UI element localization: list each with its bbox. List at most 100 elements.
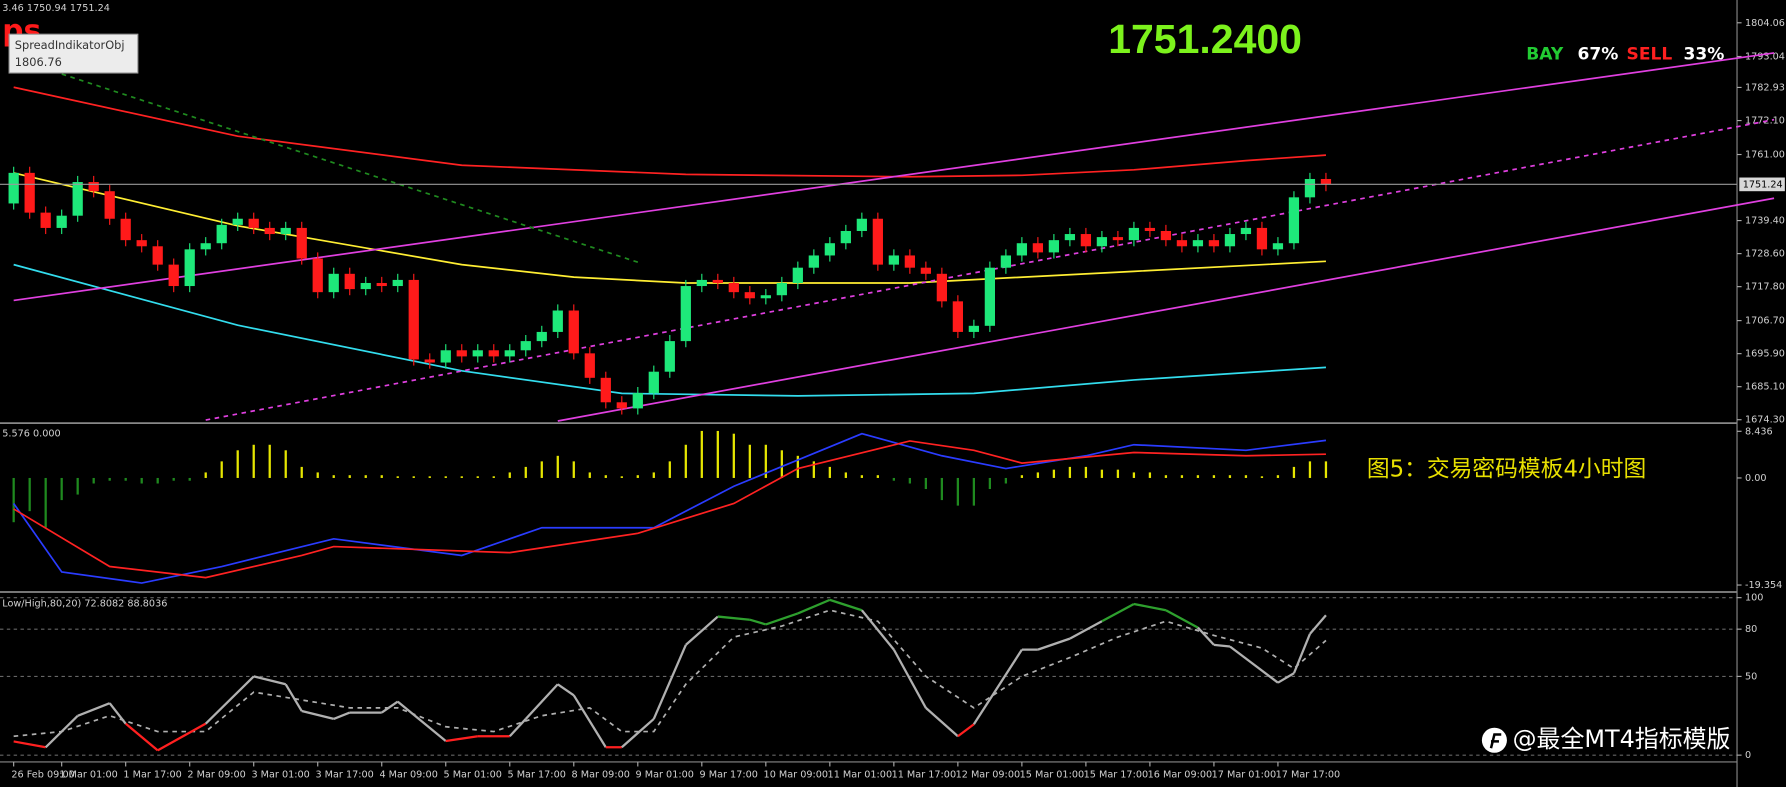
candle-body [328,273,339,293]
x-tick-label: 16 Mar 09:00 [1148,769,1213,780]
candle-body [472,350,483,357]
candle-body [648,371,659,394]
candle-body [1144,227,1156,231]
candle-body [504,350,515,357]
candle-body [1208,240,1220,247]
candle-body [712,279,723,283]
x-tick-label: 8 Mar 09:00 [572,769,630,780]
candle-body [1192,240,1204,247]
candle-body [952,301,963,332]
candle-body [888,255,899,265]
stochastic-segment [957,723,975,738]
candle-body [792,267,803,283]
x-tick-label: 9 Mar 17:00 [700,769,758,780]
x-tick-label: 9 Mar 01:00 [636,769,694,780]
stochastic-segment [1069,620,1103,640]
candle-body [1112,237,1124,241]
x-tick-label: 4 Mar 09:00 [379,769,437,780]
tooltip-box [8,33,139,74]
candle-body [552,310,563,332]
x-tick-label: 15 Mar 01:00 [1020,769,1085,780]
candle-body [1256,227,1268,250]
candle-body [1320,178,1332,185]
candle-body [184,249,195,287]
stochastic-segment [621,718,655,749]
y-tick-label: 1761.00 [1745,150,1785,161]
x-tick-label: 1 Mar 01:00 [59,769,117,780]
candle-body [1096,237,1108,247]
stochastic-segment [1165,609,1199,629]
oscillator-line [13,440,1326,579]
candle-body [696,279,707,287]
candle-body [296,227,307,259]
current-price-box [1739,177,1785,192]
stochastic-segment [397,700,447,742]
x-tick-label: 3 Mar 01:00 [251,769,309,780]
candle-body [56,215,67,228]
candle-body [136,240,147,247]
x-tick-label: 2 Mar 09:00 [187,769,245,780]
stochastic-segment [1309,614,1327,635]
x-tick-label: 5 Mar 01:00 [443,769,501,780]
y-tick-label: 50 [1745,671,1757,682]
candle-body [424,359,435,363]
x-tick-label: 11 Mar 17:00 [892,769,957,780]
stochastic-segment [445,735,478,743]
candle-body [104,191,115,219]
candle-body [872,218,883,265]
candle-body [152,246,163,265]
x-tick-label: 10 Mar 09:00 [764,769,829,780]
candle-body [8,172,19,204]
candle-body [520,341,531,351]
price-display: 1751.2400 [1108,16,1302,62]
candle-body [216,224,227,244]
stochastic-segment [524,683,559,720]
y-tick-label: 1793.04 [1745,51,1785,62]
stochastic-segment [253,675,286,686]
stochastic-segment [77,702,111,717]
candle-body [88,182,99,192]
stochastic-segment [301,709,335,721]
y-tick-label: 0 [1745,750,1751,761]
indicator-line [557,197,1775,422]
y-tick-label: 100 [1745,593,1763,604]
candle-body [280,227,291,235]
tooltip-value: 1806.76 [15,55,62,69]
candle-body [968,325,979,332]
indicator-line [61,73,639,264]
candle-body [360,282,371,290]
stochastic-segment [204,675,255,725]
stochastic-segment [381,700,399,714]
candle-body [1016,243,1028,256]
candle-body [536,331,547,342]
candle-body [488,350,499,357]
candle-body [936,273,947,302]
stochastic-segment [557,683,575,697]
candle-body [248,218,259,228]
candle-body [168,264,179,287]
y-tick-label: 0.00 [1745,473,1767,484]
indicator-line [13,86,1327,178]
stochastic-segment [108,702,127,725]
stochastic-segment [1213,643,1231,648]
candle-body [264,227,275,235]
x-tick-label: 1 Mar 17:00 [123,769,181,780]
stochastic-segment [44,714,79,749]
indicator-line [13,52,1775,302]
stochastic-segment [508,718,527,738]
tooltip-title: SpreadIndikatorObj [15,38,125,52]
y-tick-label: 1695.90 [1745,349,1785,360]
candle-body [760,295,771,299]
candle-body [728,282,739,293]
stochastic-segment [925,707,959,738]
y-tick-label: 1804.06 [1745,18,1785,29]
y-tick-label: 1685.10 [1745,382,1785,393]
y-tick-label: 8.436 [1745,426,1773,437]
candle-body [1160,230,1172,241]
stochastic-segment [1037,637,1071,651]
chart-header: 3.46 1750.94 1751.24 [2,3,110,14]
stochastic-segment [1277,672,1295,684]
sell-label: SELL [1627,45,1673,65]
